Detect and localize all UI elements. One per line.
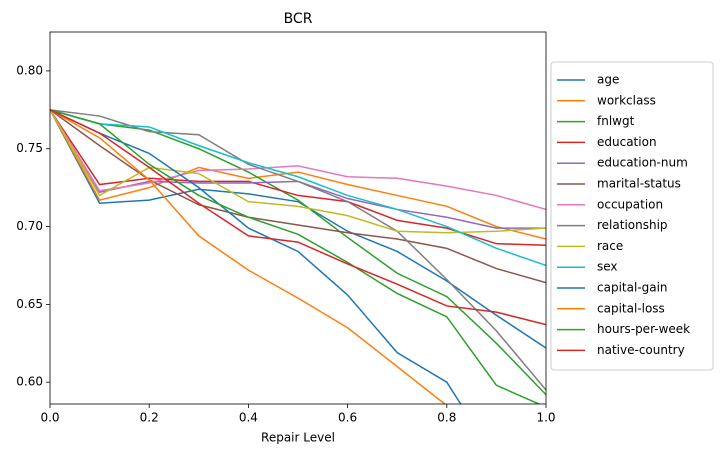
data-line bbox=[50, 109, 546, 349]
data-line bbox=[50, 109, 546, 326]
legend-label: race bbox=[597, 239, 623, 253]
legend bbox=[550, 61, 714, 371]
legend-label: occupation bbox=[597, 197, 663, 211]
legend-label: age bbox=[597, 73, 619, 87]
data-line bbox=[50, 109, 541, 404]
legend-label: sex bbox=[597, 260, 618, 274]
data-line bbox=[50, 109, 546, 234]
legend-label: hours-per-week bbox=[597, 322, 690, 336]
legend-label: fnlwgt bbox=[597, 114, 635, 128]
chart-title: BCR bbox=[284, 11, 313, 27]
x-tick-label: 0.8 bbox=[437, 411, 456, 425]
data-line bbox=[50, 109, 546, 391]
legend-label: education bbox=[597, 135, 657, 149]
data-line bbox=[50, 109, 546, 284]
legend-label: capital-gain bbox=[597, 281, 668, 295]
legend-label: relationship bbox=[597, 218, 668, 232]
x-tick-label: 0.4 bbox=[239, 411, 258, 425]
legend-label: marital-status bbox=[597, 177, 681, 191]
data-line bbox=[50, 109, 447, 404]
y-tick-label: 0.75 bbox=[16, 141, 43, 155]
x-tick-label: 0.6 bbox=[338, 411, 357, 425]
data-line bbox=[50, 109, 546, 211]
y-tick-label: 0.65 bbox=[16, 297, 43, 311]
y-tick-label: 0.80 bbox=[16, 63, 43, 77]
data-line bbox=[50, 109, 462, 404]
data-line bbox=[50, 109, 546, 396]
data-line bbox=[50, 109, 546, 240]
legend-label: workclass bbox=[597, 93, 656, 107]
legend-label: education-num bbox=[597, 156, 688, 170]
plot-frame bbox=[49, 31, 547, 405]
x-axis-label: Repair Level bbox=[261, 431, 335, 445]
legend-label: native-country bbox=[597, 343, 685, 357]
y-tick-label: 0.60 bbox=[16, 375, 43, 389]
x-tick-label: 1.0 bbox=[536, 411, 555, 425]
legend-label: capital-loss bbox=[597, 301, 665, 315]
plot-lines bbox=[50, 109, 546, 404]
x-tick-label: 0.2 bbox=[140, 411, 159, 425]
x-tick-label: 0.0 bbox=[40, 411, 59, 425]
y-tick-label: 0.70 bbox=[16, 219, 43, 233]
data-line bbox=[50, 109, 546, 267]
